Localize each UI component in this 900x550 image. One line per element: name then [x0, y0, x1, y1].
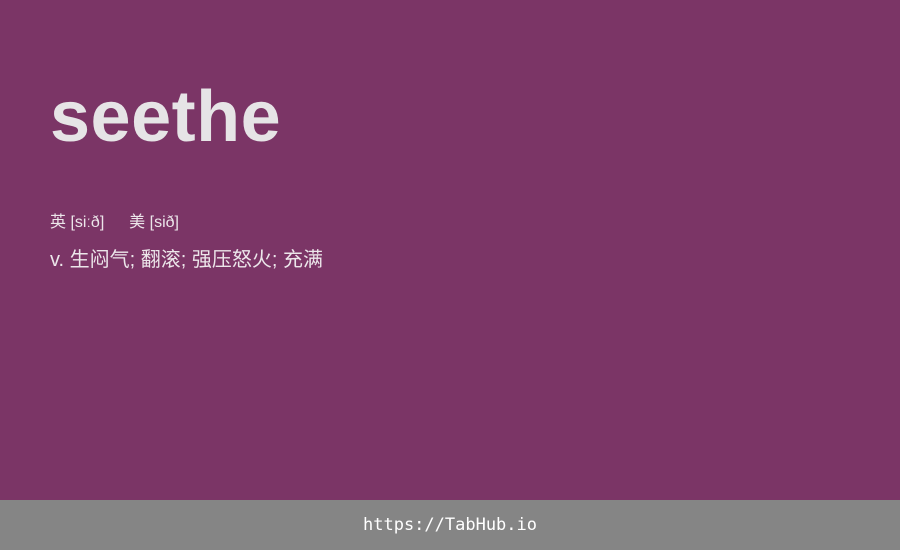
word-card: seethe 英 [siːð] 美 [sið] v. 生闷气; 翻滚; 强压怒火… — [50, 77, 323, 271]
uk-phonetic-label: 英 — [50, 214, 67, 231]
footer-bar: https://TabHub.io — [0, 500, 900, 550]
phonetics-row: 英 [siːð] 美 [sið] — [50, 212, 179, 234]
headword: seethe — [50, 77, 282, 157]
us-phonetic-label: 美 — [129, 214, 146, 231]
tabhub-link[interactable]: https://TabHub.io — [363, 515, 537, 535]
uk-phonetic: [siːð] — [70, 214, 105, 231]
definition-text: v. 生闷气; 翻滚; 强压怒火; 充满 — [50, 249, 323, 271]
us-phonetic: [sið] — [149, 214, 179, 231]
